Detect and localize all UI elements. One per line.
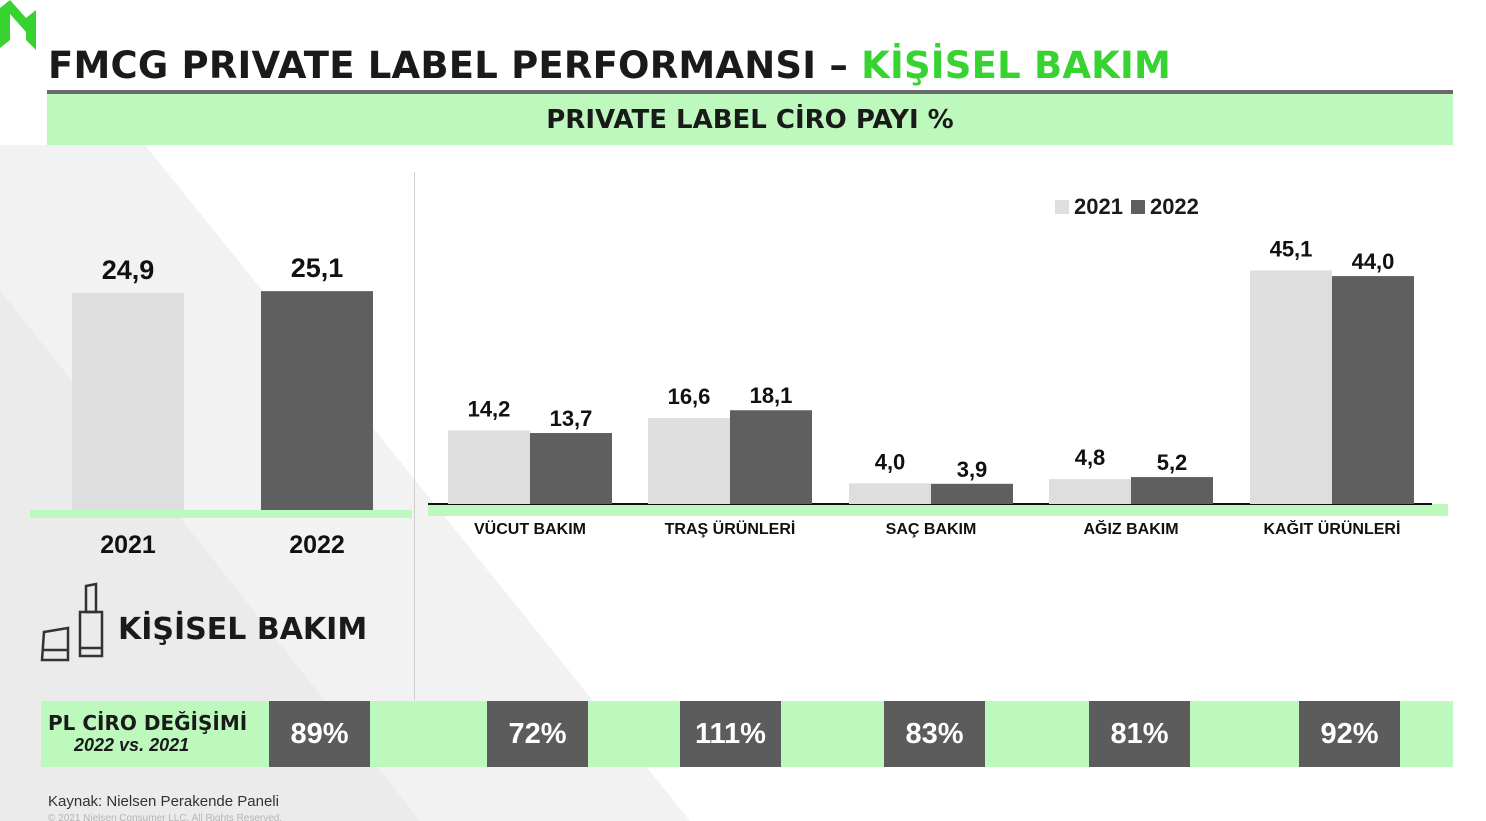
lipstick-icon [40,582,104,662]
total-share-chart: 24,9 2021 25,1 2022 [30,253,412,559]
data-label-agiz-bakim-2021: 4,8 [1075,445,1106,470]
data-label-vucut-bakim-2022: 13,7 [550,406,593,431]
x-tick-label-agiz-bakim: AĞIZ BAKIM [1083,519,1178,538]
bar-total-2021 [72,292,184,510]
data-label-tras-urunleri-2022: 18,1 [750,383,793,408]
legend-swatch-2022 [1130,200,1145,214]
page-title-accent: KİŞİSEL BAKIM [861,44,1172,87]
page-title-main: FMCG PRIVATE LABEL PERFORMANSI – [48,44,862,87]
data-label-sac-bakim-2021: 4,0 [875,449,906,474]
banner-text: PRIVATE LABEL CİRO PAYI % [546,104,954,135]
category-label: KİŞİSEL BAKIM [118,612,368,647]
change-value-total: 89% [269,701,370,767]
source-note: Kaynak: Nielsen Perakende Paneli [48,793,279,810]
bar-sac-bakim-2021 [849,483,931,504]
change-label-line2: 2022 vs. 2021 [74,735,190,755]
nielsen-logo-icon [0,0,36,50]
data-label-sac-bakim-2022: 3,9 [957,457,988,482]
data-label-agiz-bakim-2022: 5,2 [1157,450,1188,475]
data-label-total-2022: 25,1 [291,253,344,283]
bar-vucut-bakim-2021 [448,430,530,504]
x-tick-label-kagit-urunleri: KAĞIT ÜRÜNLERİ [1264,519,1401,538]
bar-agiz-bakim-2022 [1131,477,1213,504]
bar-tras-urunleri-2022 [730,410,812,504]
data-label-kagit-urunleri-2022: 44,0 [1352,249,1395,274]
legend-label-2021: 2021 [1074,194,1123,219]
chart-legend: 2021 2022 [1055,194,1207,220]
data-label-tras-urunleri-2021: 16,6 [668,384,711,409]
chart-baseline-band [428,504,1448,516]
legend-label-2022: 2022 [1149,194,1199,219]
category-share-chart: 14,2 13,7 VÜCUT BAKIM 16,6 18,1 TRAŞ ÜRÜNLERİ… [428,236,1448,538]
bar-vucut-bakim-2022 [530,433,612,504]
copyright-note: © 2021 Nielsen Consumer LLC. All Rights … [48,813,283,821]
change-label: PL CİRO DEĞİŞİMİ 2022 vs. 2021 [48,712,247,756]
bar-tras-urunleri-2021 [648,418,730,504]
data-label-vucut-bakim-2021: 14,2 [468,396,511,421]
title-underline [47,90,1453,94]
section-banner: PRIVATE LABEL CİRO PAYI % [47,94,1453,145]
chart-baseline-band [30,510,412,518]
x-tick-label-vucut-bakim: VÜCUT BAKIM [474,519,586,538]
change-value-tras-urunleri: 111% [680,701,781,767]
page-title: FMCG PRIVATE LABEL PERFORMANSI – KİŞİSEL… [48,44,1171,88]
change-label-line1: PL CİRO DEĞİŞİMİ [48,711,248,735]
data-label-total-2021: 24,9 [102,255,155,285]
legend-swatch-2021 [1055,200,1069,214]
change-value-vucut-bakim: 72% [487,701,588,767]
legend-item-2022: 2022 [1130,194,1199,220]
change-value-sac-bakim: 83% [884,701,985,767]
legend-item-2021: 2021 [1055,194,1123,220]
change-value-kagit-urunleri: 92% [1299,701,1400,767]
bar-kagit-urunleri-2021 [1250,270,1332,504]
x-tick-label-2022: 2022 [289,531,345,559]
bar-sac-bakim-2022 [931,483,1013,504]
bar-kagit-urunleri-2022 [1332,276,1414,504]
chart-divider [414,172,415,700]
x-tick-label-sac-bakim: SAÇ BAKIM [886,521,977,538]
x-tick-label-tras-urunleri: TRAŞ ÜRÜNLERİ [665,519,796,538]
data-label-kagit-urunleri-2021: 45,1 [1270,236,1313,261]
bar-total-2022 [261,291,373,510]
change-value-agiz-bakim: 81% [1089,701,1190,767]
x-tick-label-2021: 2021 [100,531,156,559]
bar-agiz-bakim-2021 [1049,479,1131,504]
